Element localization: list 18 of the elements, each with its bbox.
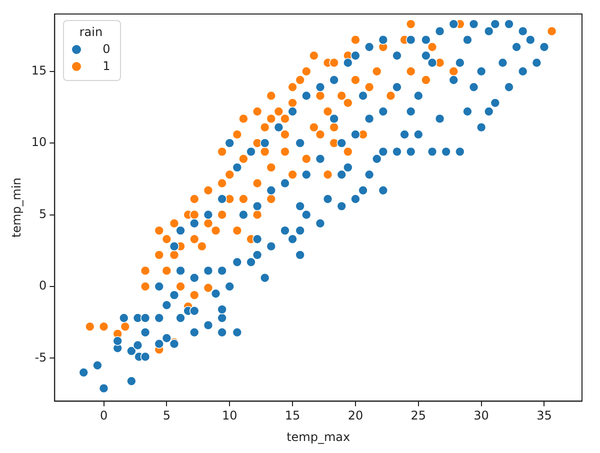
x-tick-label: 20	[348, 408, 364, 423]
y-tick-label: 5	[39, 206, 47, 221]
x-tick-label: 35	[536, 408, 552, 423]
x-tick-label: 0	[100, 408, 108, 423]
y-tick-label: -5	[34, 350, 47, 364]
x-tick-label: 15	[284, 408, 300, 423]
y-tick-label: 15	[31, 63, 47, 78]
x-tick-label: 10	[222, 408, 238, 423]
x-tick-label: 5	[162, 408, 170, 423]
y-tick-label: 0	[39, 278, 47, 293]
y-axis-title: temp_min	[9, 178, 24, 238]
legend-label: 1	[102, 59, 110, 73]
x-tick-label: 25	[410, 408, 426, 423]
legend-title: rain	[78, 25, 104, 39]
x-axis-title: temp_max	[286, 430, 350, 444]
y-tick-label: 10	[31, 135, 47, 150]
legend-label: 0	[102, 42, 110, 56]
x-tick-label: 30	[474, 408, 489, 423]
